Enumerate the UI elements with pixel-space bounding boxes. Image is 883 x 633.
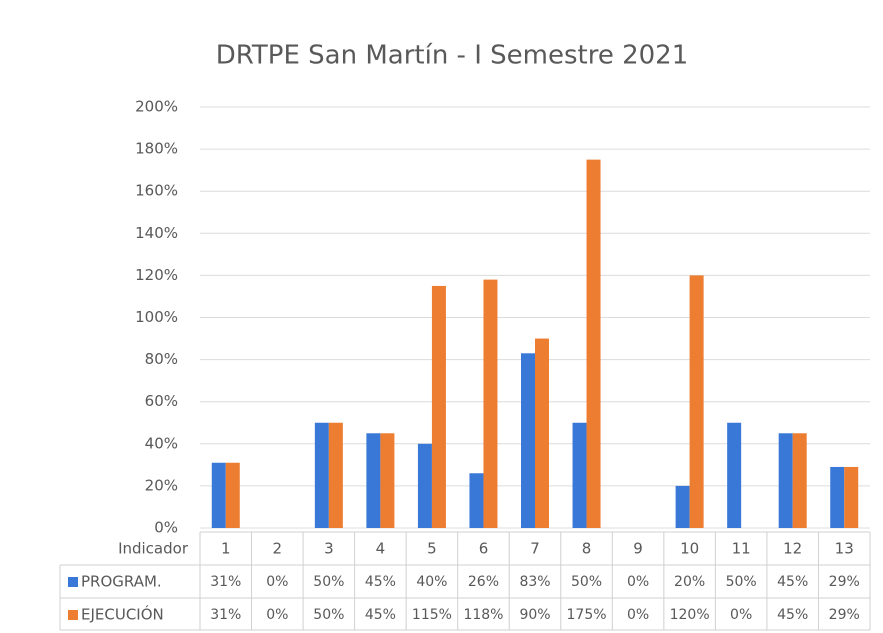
bar	[380, 433, 395, 528]
x-tick-label: 13	[835, 540, 854, 558]
table-value: 45%	[777, 574, 808, 590]
table-value: 90%	[519, 607, 550, 623]
table-value: 118%	[463, 607, 503, 623]
table-value: 50%	[571, 574, 602, 590]
table-value: 0%	[266, 574, 288, 590]
table-value: 50%	[313, 574, 344, 590]
bar	[366, 433, 381, 528]
bar	[483, 279, 498, 528]
y-tick-label: 80%	[145, 350, 178, 368]
bar	[792, 433, 807, 528]
y-tick-label: 180%	[135, 140, 178, 158]
x-tick-label: 2	[273, 540, 283, 558]
legend-marker	[68, 577, 78, 587]
table-value: 0%	[627, 574, 649, 590]
legend-label: PROGRAM.	[81, 573, 162, 591]
x-tick-label: 12	[783, 540, 802, 558]
bar	[675, 485, 690, 528]
bar	[521, 353, 535, 528]
bar	[844, 466, 859, 528]
bar	[469, 473, 484, 528]
table-value: 45%	[777, 607, 808, 623]
table-value: 40%	[416, 574, 447, 590]
bar	[314, 422, 329, 528]
bar	[586, 159, 601, 528]
y-tick-label: 120%	[135, 266, 178, 284]
y-tick-label: 100%	[135, 308, 178, 326]
table-value: 31%	[210, 607, 241, 623]
x-tick-label: 7	[530, 540, 540, 558]
table-value: 120%	[670, 607, 710, 623]
bar	[535, 338, 549, 528]
table-value: 29%	[829, 607, 860, 623]
bar	[211, 462, 226, 528]
table-value: 50%	[726, 574, 757, 590]
bar	[328, 422, 343, 528]
x-tick-label: 9	[633, 540, 643, 558]
bar	[830, 466, 845, 528]
bar	[225, 462, 240, 528]
y-tick-label: 60%	[145, 392, 178, 410]
y-tick-label: 20%	[145, 476, 178, 494]
table-value: 26%	[468, 574, 499, 590]
bar	[431, 285, 446, 528]
table-value: 45%	[365, 574, 396, 590]
chart-title: DRTPE San Martín - I Semestre 2021	[216, 41, 689, 71]
x-tick-label: 3	[324, 540, 334, 558]
table-value: 175%	[567, 607, 607, 623]
y-tick-label: 0%	[154, 519, 178, 537]
x-tick-label: 10	[680, 540, 699, 558]
x-tick-label: 1	[221, 540, 231, 558]
table-value: 29%	[829, 574, 860, 590]
table-value: 115%	[412, 607, 452, 623]
bar	[689, 275, 704, 528]
x-tick-label: 4	[376, 540, 386, 558]
y-tick-label: 140%	[135, 224, 178, 242]
bar	[417, 443, 432, 528]
bar	[727, 422, 742, 528]
x-tick-label: 5	[427, 540, 437, 558]
y-tick-label: 40%	[145, 434, 178, 452]
x-tick-label: 11	[732, 540, 751, 558]
x-tick-label: 6	[479, 540, 489, 558]
table-value: 0%	[730, 607, 752, 623]
table-value: 0%	[266, 607, 288, 623]
bar	[778, 433, 793, 528]
legend-label: EJECUCIÓN	[81, 605, 164, 624]
table-value: 0%	[627, 607, 649, 623]
x-tick-label: 8	[582, 540, 592, 558]
y-tick-label: 200%	[135, 98, 178, 116]
y-tick-label: 160%	[135, 182, 178, 200]
table-value: 31%	[210, 574, 241, 590]
table-value: 20%	[674, 574, 705, 590]
table-value: 50%	[313, 607, 344, 623]
bar	[572, 422, 587, 528]
category-axis-label: Indicador	[118, 540, 189, 558]
table-value: 83%	[519, 574, 550, 590]
legend-marker	[68, 610, 78, 620]
table-value: 45%	[365, 607, 396, 623]
